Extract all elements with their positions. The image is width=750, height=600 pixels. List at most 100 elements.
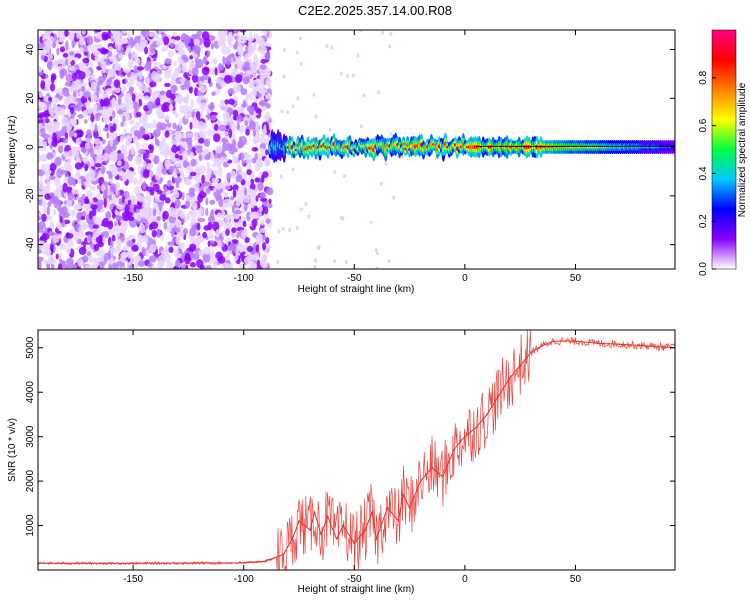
noise-speckle xyxy=(259,45,268,55)
noise-speckle xyxy=(167,50,174,58)
noise-speckle xyxy=(134,260,139,269)
noise-speckle xyxy=(201,174,205,184)
noise-speckle xyxy=(90,93,98,103)
sparse-speckle xyxy=(359,30,363,33)
noise-speckle xyxy=(249,107,255,116)
noise-speckle xyxy=(53,136,58,145)
noise-speckle xyxy=(59,46,66,53)
noise-speckle xyxy=(42,34,48,40)
noise-speckle xyxy=(209,199,216,205)
noise-speckle xyxy=(40,54,45,61)
noise-speckle xyxy=(38,240,46,247)
noise-speckle xyxy=(125,45,132,54)
noise-speckle xyxy=(179,211,186,219)
noise-speckle xyxy=(203,38,211,48)
noise-speckle xyxy=(73,57,79,62)
noise-speckle xyxy=(265,111,270,122)
noise-speckle xyxy=(84,196,89,204)
noise-speckle xyxy=(186,112,192,118)
noise-speckle xyxy=(92,224,100,229)
noise-speckle xyxy=(217,167,223,177)
noise-speckle xyxy=(145,249,151,257)
sparse-speckle xyxy=(332,259,336,264)
noise-speckle xyxy=(259,192,267,199)
noise-speckle xyxy=(43,169,52,175)
noise-speckle xyxy=(259,197,268,202)
noise-speckle xyxy=(41,163,47,172)
noise-speckle xyxy=(91,207,97,217)
noise-speckle xyxy=(165,114,170,121)
noise-speckle xyxy=(105,211,112,220)
noise-speckle xyxy=(170,93,176,100)
noise-speckle xyxy=(223,198,232,208)
noise-speckle xyxy=(171,231,175,238)
noise-speckle xyxy=(59,69,65,79)
noise-speckle xyxy=(117,53,124,60)
noise-speckle xyxy=(218,124,227,132)
noise-speckle xyxy=(68,154,72,164)
noise-speckle xyxy=(102,127,110,132)
noise-speckle xyxy=(133,255,142,262)
noise-speckle xyxy=(175,259,181,268)
noise-speckle xyxy=(260,58,267,64)
noise-speckle xyxy=(156,121,163,132)
noise-speckle xyxy=(102,152,109,161)
sparse-speckle xyxy=(299,207,303,212)
noise-speckle xyxy=(75,137,81,145)
noise-speckle xyxy=(206,167,212,176)
noise-speckle xyxy=(81,255,89,263)
noise-speckle xyxy=(152,208,157,217)
noise-speckle xyxy=(171,110,177,115)
noise-speckle xyxy=(215,78,222,84)
noise-speckle xyxy=(81,44,88,54)
noise-speckle xyxy=(153,119,157,129)
noise-speckle xyxy=(222,56,226,66)
noise-speckle xyxy=(80,85,86,93)
noise-speckle xyxy=(53,97,60,104)
noise-speckle xyxy=(205,148,210,153)
noise-speckle xyxy=(109,125,115,133)
noise-speckle xyxy=(86,35,94,46)
noise-speckle xyxy=(206,112,211,121)
sparse-speckle xyxy=(291,167,295,172)
noise-speckle xyxy=(220,241,225,247)
noise-speckle xyxy=(144,234,149,244)
noise-speckle xyxy=(213,124,219,131)
noise-speckle xyxy=(104,145,112,155)
noise-speckle xyxy=(265,137,270,146)
noise-speckle xyxy=(52,40,56,49)
noise-speckle xyxy=(164,58,172,65)
noise-speckle xyxy=(79,36,84,46)
sparse-speckle xyxy=(313,264,317,269)
snr-point xyxy=(419,480,422,483)
noise-speckle xyxy=(147,263,153,268)
noise-speckle xyxy=(66,232,70,237)
noise-speckle xyxy=(65,40,69,51)
spectrogram-x-ticks: -150 -100 -50 0 50 xyxy=(123,30,581,284)
noise-speckle xyxy=(133,102,140,111)
noise-speckle xyxy=(108,263,113,269)
noise-speckle xyxy=(86,50,90,60)
noise-speckle xyxy=(184,200,191,209)
noise-speckle xyxy=(112,30,118,37)
noise-speckle xyxy=(160,90,165,96)
snr-series-points xyxy=(38,340,675,565)
noise-speckle xyxy=(232,57,236,62)
snr-point xyxy=(402,493,404,496)
noise-speckle xyxy=(38,112,47,118)
noise-speckle xyxy=(132,52,138,60)
noise-speckle xyxy=(244,237,250,244)
noise-speckle xyxy=(156,167,161,172)
noise-speckle xyxy=(39,89,43,99)
noise-speckle xyxy=(260,218,265,226)
noise-speckle xyxy=(103,197,107,208)
noise-speckle xyxy=(63,138,68,144)
noise-speckle xyxy=(71,39,76,49)
noise-speckle xyxy=(52,103,58,114)
snr-frame xyxy=(37,329,676,571)
noise-speckle xyxy=(65,73,73,82)
snr-point xyxy=(335,537,338,540)
noise-speckle xyxy=(99,88,105,96)
noise-speckle xyxy=(230,53,235,58)
noise-speckle xyxy=(88,233,92,242)
